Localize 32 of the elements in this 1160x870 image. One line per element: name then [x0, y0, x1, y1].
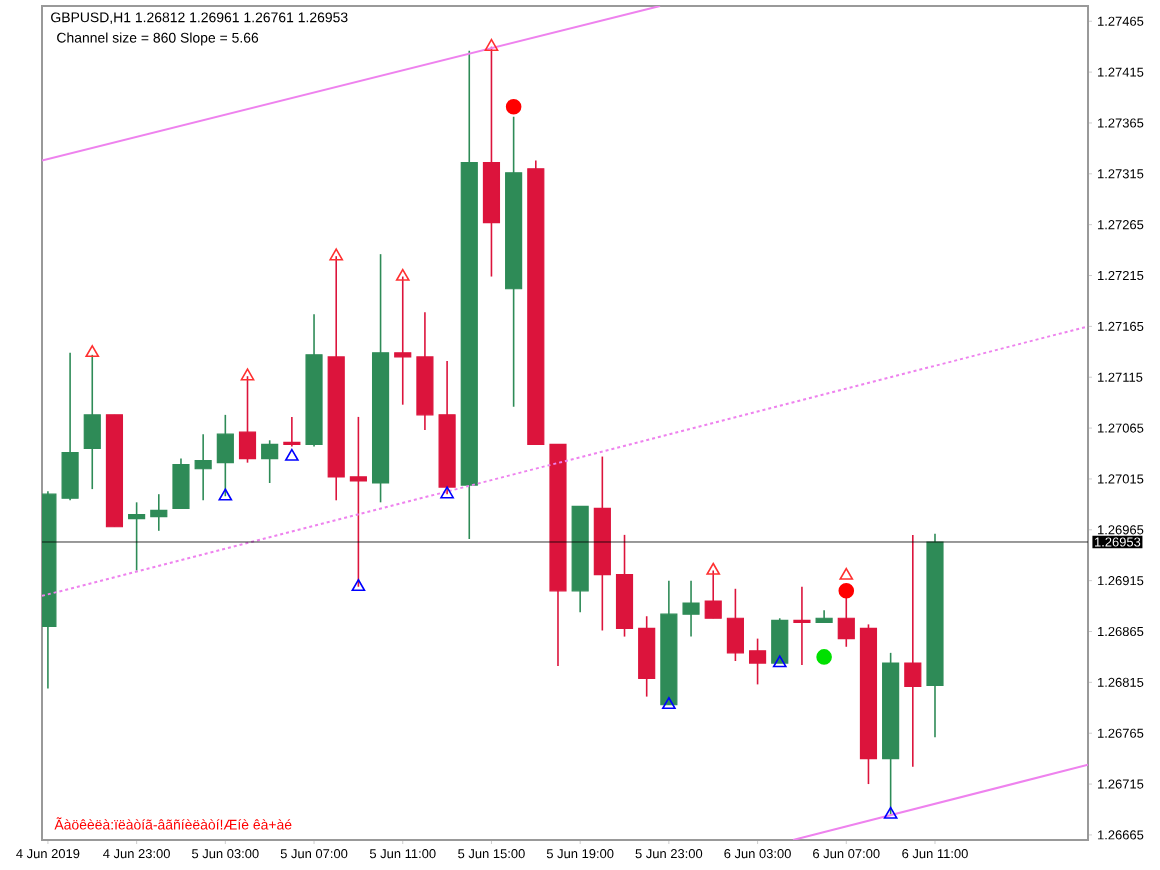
point	[505, 98, 522, 115]
point	[218, 488, 233, 501]
candlestick	[61, 352, 79, 502]
candlestick	[726, 587, 744, 662]
point	[706, 562, 721, 575]
point	[329, 248, 344, 261]
point	[662, 696, 676, 710]
point	[240, 368, 255, 381]
candlestick	[261, 439, 279, 484]
candlestick	[150, 493, 168, 532]
point	[839, 567, 854, 580]
candlestick	[904, 534, 922, 768]
candlestick	[793, 585, 811, 666]
point	[351, 578, 366, 592]
candlestick	[172, 457, 190, 510]
candlestick	[194, 433, 212, 502]
point	[285, 448, 299, 461]
candlestick	[128, 501, 146, 572]
point	[816, 649, 832, 665]
point	[440, 486, 454, 499]
candlestick	[283, 416, 301, 448]
point	[772, 655, 787, 668]
point	[85, 345, 100, 358]
candlestick	[771, 617, 789, 664]
point	[883, 806, 898, 819]
point	[395, 268, 410, 281]
candlestick	[349, 416, 367, 588]
candlestick	[682, 579, 700, 638]
candlestick	[216, 414, 234, 498]
point	[484, 38, 499, 51]
point	[838, 583, 855, 599]
candlestick	[748, 637, 767, 686]
